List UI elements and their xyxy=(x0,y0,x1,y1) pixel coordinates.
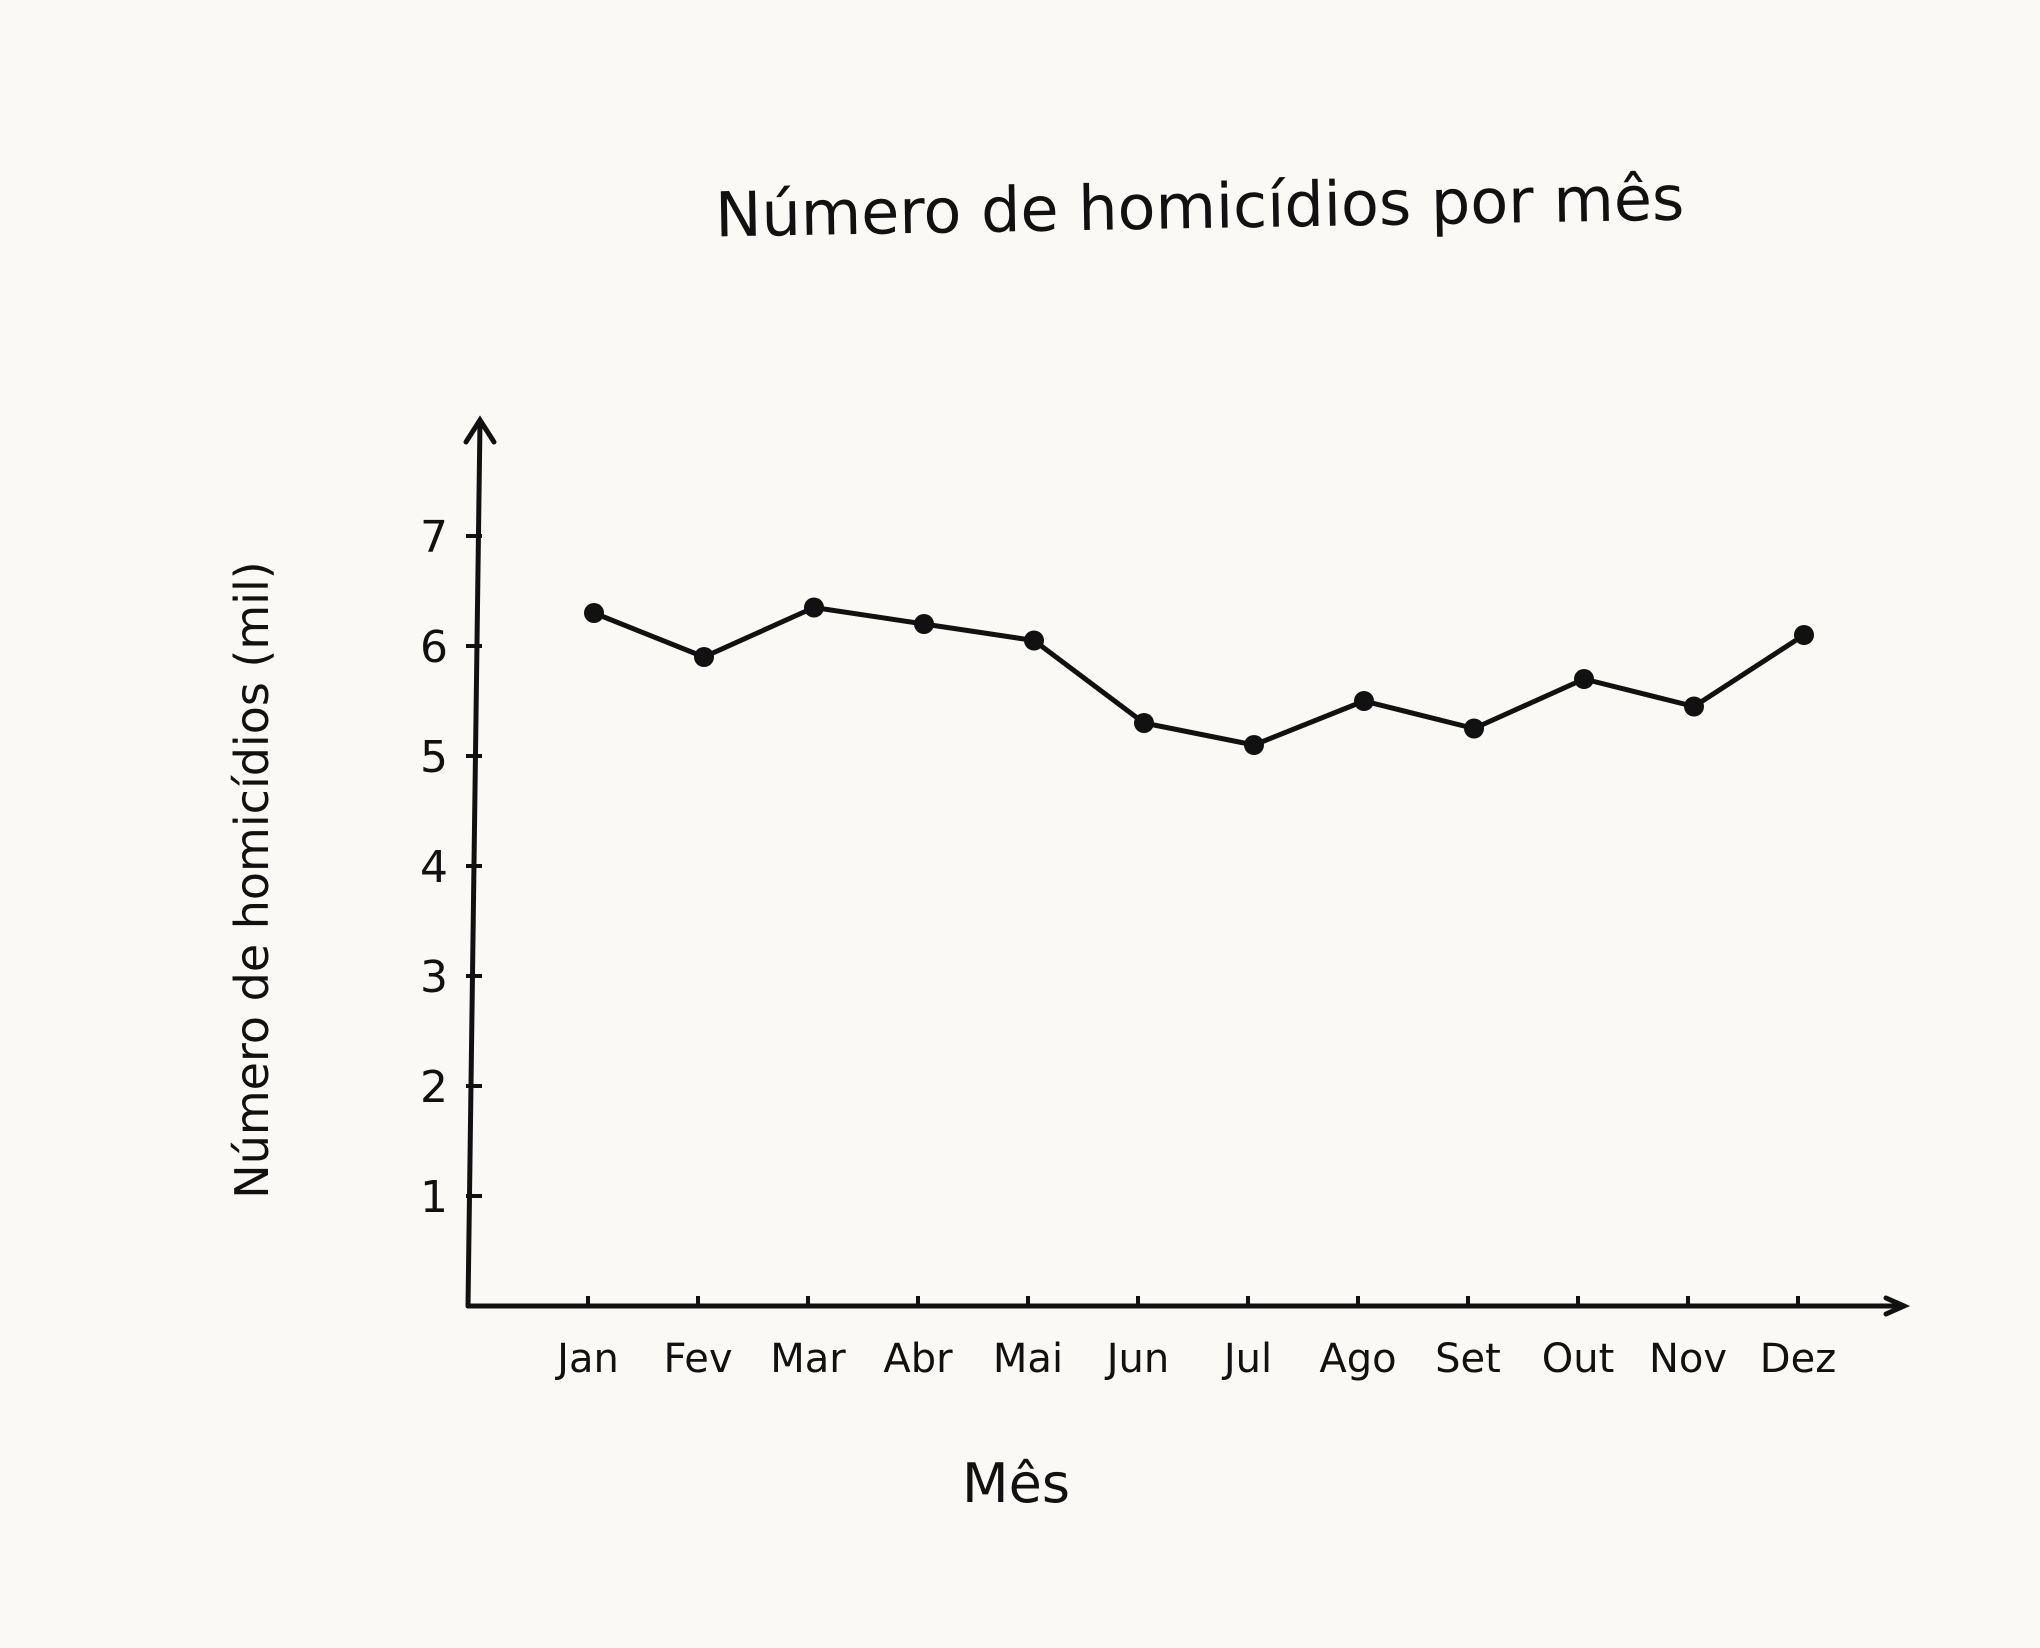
data-point xyxy=(914,614,934,634)
data-point xyxy=(1244,735,1264,755)
data-point xyxy=(1464,718,1484,739)
data-point xyxy=(694,647,714,667)
y-tick-label: 4 xyxy=(420,842,448,893)
chart-title: Número de homicídios por mês xyxy=(714,162,1684,252)
data-point xyxy=(1354,691,1374,711)
x-axis-arrow xyxy=(1883,1295,1911,1317)
data-point xyxy=(804,597,824,618)
x-axis-label: Mês xyxy=(962,1452,1070,1515)
x-ticks: Jan Fev Mar Abr Mai Jun Jul Ago Set Out Nov Dez xyxy=(554,1296,1836,1382)
data-point xyxy=(1794,625,1814,645)
x-tick-label: Fev xyxy=(663,1336,732,1382)
data-point xyxy=(1684,696,1704,717)
x-tick-label: Abr xyxy=(883,1336,953,1382)
data-point xyxy=(1134,713,1154,733)
x-tick-label: Dez xyxy=(1760,1336,1836,1382)
data-point xyxy=(1024,630,1044,651)
data-point xyxy=(1574,669,1594,689)
y-tick-label: 7 xyxy=(420,512,448,563)
y-tick-label: 6 xyxy=(420,622,448,673)
x-tick-label: Out xyxy=(1542,1336,1615,1382)
axes xyxy=(463,415,1911,1317)
x-tick-label: Mar xyxy=(770,1336,846,1382)
x-tick-label: Mai xyxy=(993,1336,1063,1382)
x-tick-label: Jan xyxy=(554,1336,619,1382)
series xyxy=(584,597,1814,755)
y-tick-label: 2 xyxy=(420,1062,448,1113)
x-tick-label: Ago xyxy=(1319,1336,1396,1382)
series-line xyxy=(593,605,1806,748)
data-point xyxy=(584,603,604,623)
x-tick-label: Jul xyxy=(1221,1336,1272,1382)
y-tick-label: 3 xyxy=(420,952,448,1003)
y-axis-label: Número de homicídios (mil) xyxy=(225,561,279,1198)
y-axis-arrow xyxy=(463,415,497,445)
x-tick-label: Nov xyxy=(1649,1336,1727,1382)
y-tick-label: 1 xyxy=(420,1172,448,1223)
x-tick-label: Jun xyxy=(1104,1336,1170,1382)
y-ticks: 1 2 3 4 5 6 7 xyxy=(420,512,482,1223)
y-tick-label: 5 xyxy=(420,732,448,783)
x-tick-label: Set xyxy=(1435,1336,1501,1382)
